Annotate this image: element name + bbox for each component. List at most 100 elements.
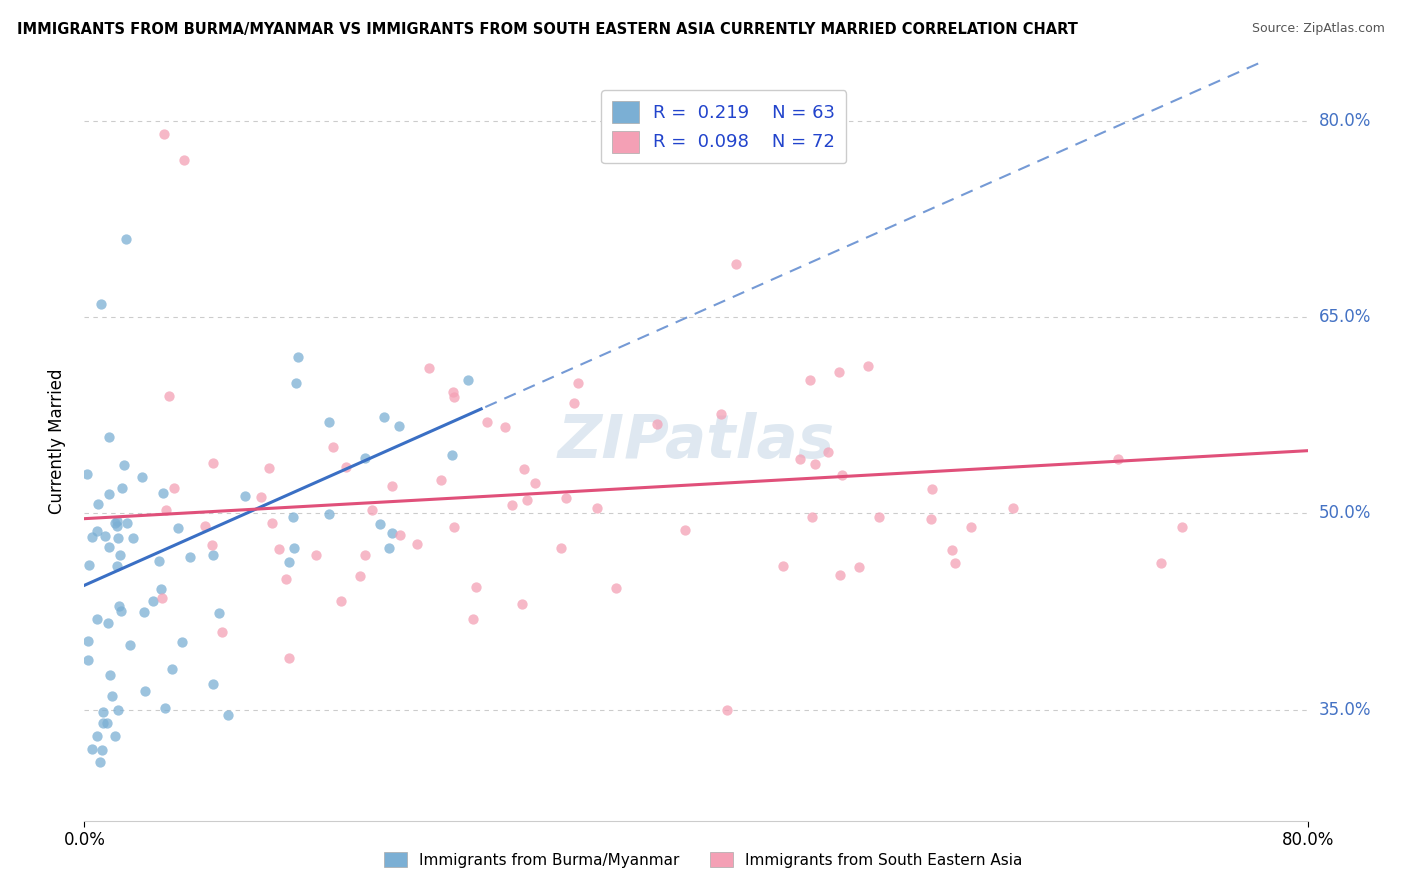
Point <box>461 611 484 625</box>
Point <box>132 605 155 619</box>
Point <box>201 548 224 562</box>
Point <box>329 593 352 607</box>
Point <box>353 451 375 466</box>
Point <box>373 410 395 425</box>
Point <box>828 365 851 379</box>
Point <box>353 548 375 562</box>
Point <box>440 448 463 462</box>
Point <box>110 548 132 562</box>
Point <box>567 376 589 390</box>
Point <box>77 558 100 572</box>
Point <box>217 708 239 723</box>
Point <box>586 501 609 516</box>
Point <box>772 558 794 573</box>
Point <box>1002 500 1025 515</box>
Legend: Immigrants from Burma/Myanmar, Immigrants from South Eastern Asia: Immigrants from Burma/Myanmar, Immigrant… <box>375 844 1031 875</box>
Point <box>148 554 170 568</box>
Point <box>89 755 111 769</box>
Point <box>80 530 103 544</box>
Point <box>716 702 738 716</box>
Point <box>202 456 225 470</box>
Point <box>160 662 183 676</box>
Point <box>283 510 305 524</box>
Point <box>550 541 572 556</box>
Point <box>388 418 411 433</box>
Point <box>418 361 440 376</box>
Point <box>155 503 177 517</box>
Point <box>153 128 176 142</box>
Text: ZIPatlas: ZIPatlas <box>557 412 835 471</box>
Point <box>97 616 120 631</box>
Point <box>406 536 429 550</box>
Point <box>173 153 195 168</box>
Point <box>381 478 404 492</box>
Point <box>430 473 453 487</box>
Point <box>554 491 576 505</box>
Point <box>98 540 121 554</box>
Point <box>108 599 131 614</box>
Point <box>150 591 173 606</box>
Point <box>501 498 523 512</box>
Point <box>162 481 184 495</box>
Point <box>110 481 132 495</box>
Point <box>605 581 627 595</box>
Y-axis label: Currently Married: Currently Married <box>48 368 66 515</box>
Point <box>305 549 328 563</box>
Point <box>98 668 121 682</box>
Point <box>131 470 153 484</box>
Point <box>1107 451 1129 466</box>
Point <box>941 542 963 557</box>
Point <box>443 519 465 533</box>
Point <box>848 560 870 574</box>
Point <box>858 359 880 373</box>
Point <box>260 516 283 530</box>
Point <box>86 729 108 743</box>
Point <box>1150 556 1173 570</box>
Point <box>804 457 827 471</box>
Point <box>105 559 128 574</box>
Point <box>112 458 135 472</box>
Point <box>920 512 942 526</box>
Point <box>645 417 668 432</box>
Point <box>110 604 132 618</box>
Point <box>152 486 174 500</box>
Point <box>285 376 308 390</box>
Point <box>90 743 112 757</box>
Point <box>830 567 852 582</box>
Point <box>150 582 173 597</box>
Point <box>789 452 811 467</box>
Point <box>673 524 696 538</box>
Point <box>201 538 224 552</box>
Point <box>104 516 127 530</box>
Text: 80.0%: 80.0% <box>1319 112 1371 130</box>
Point <box>201 677 224 691</box>
Point <box>194 519 217 533</box>
Point <box>817 445 839 459</box>
Point <box>86 612 108 626</box>
Point <box>269 541 291 556</box>
Point <box>105 514 128 528</box>
Point <box>443 390 465 404</box>
Point <box>90 297 112 311</box>
Point <box>77 653 100 667</box>
Point <box>868 509 890 524</box>
Point <box>211 625 233 640</box>
Point <box>475 415 498 429</box>
Point <box>274 573 297 587</box>
Point <box>91 705 114 719</box>
Point <box>1171 520 1194 534</box>
Text: 65.0%: 65.0% <box>1319 309 1371 326</box>
Point <box>283 541 305 555</box>
Point <box>349 569 371 583</box>
Point <box>259 461 281 475</box>
Legend: R =  0.219    N = 63, R =  0.098    N = 72: R = 0.219 N = 63, R = 0.098 N = 72 <box>600 90 846 163</box>
Point <box>318 415 340 429</box>
Point <box>831 468 853 483</box>
Point <box>233 489 256 503</box>
Point <box>97 430 120 444</box>
Point <box>105 519 128 533</box>
Point <box>87 497 110 511</box>
Point <box>134 683 156 698</box>
Point <box>107 531 129 545</box>
Point <box>77 634 100 648</box>
